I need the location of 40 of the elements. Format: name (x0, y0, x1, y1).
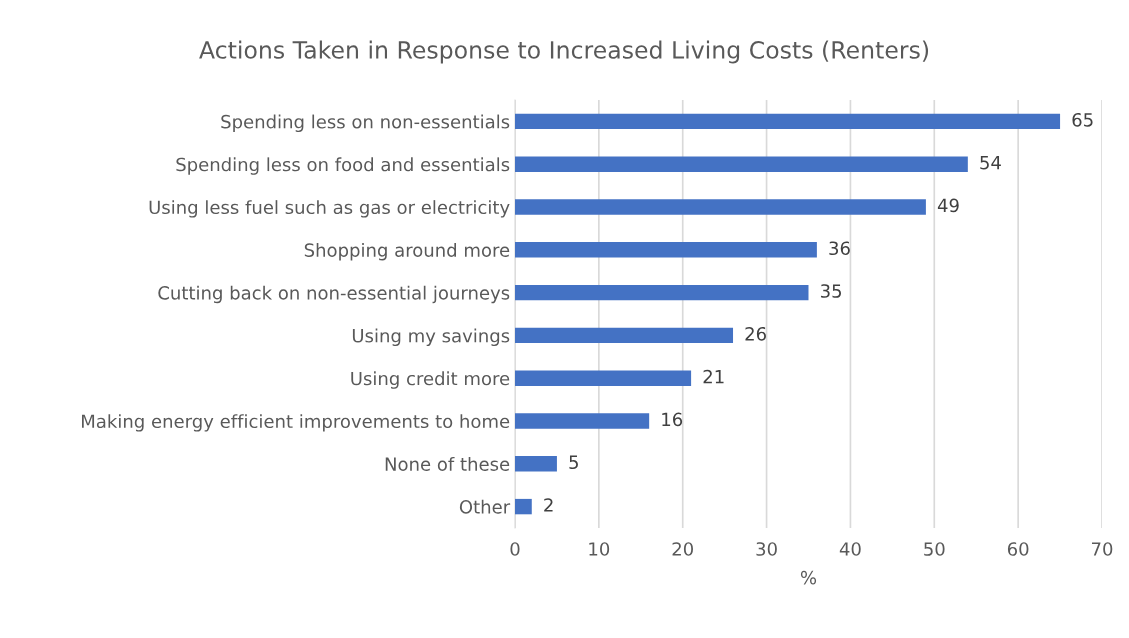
data-label: 2 (544, 498, 553, 512)
bar (515, 327, 734, 344)
y-tick-label: Spending less on food and essentials (176, 157, 510, 175)
y-tick-label: Making energy efficient improvements to home (82, 414, 510, 432)
y-tick-label: Using credit more (351, 371, 510, 389)
bar (515, 284, 809, 301)
data-label: 16 (662, 412, 683, 427)
bar (515, 413, 650, 429)
bar (515, 456, 557, 472)
x-tick-label: 50 (924, 542, 945, 556)
data-label: 36 (829, 241, 850, 256)
y-tick-label: Using my savings (352, 328, 510, 347)
x-tick-label: 70 (1091, 542, 1113, 556)
y-tick-label: Cutting back on non-essential journeys (158, 285, 510, 304)
bar (515, 156, 968, 172)
y-tick-label: None of these (385, 456, 510, 471)
x-tick-label: 0 (510, 542, 520, 556)
x-tick-label: 20 (672, 542, 693, 556)
data-label: 5 (569, 455, 578, 470)
bar (515, 242, 817, 258)
bar (515, 370, 692, 386)
x-tick-label: 10 (589, 542, 610, 556)
bar (515, 498, 532, 515)
x-axis-title: % (800, 570, 817, 585)
x-tick-label: 60 (1007, 542, 1029, 556)
data-label: 54 (980, 156, 1001, 170)
bar (515, 113, 1061, 130)
y-tick-label: Using less fuel such as gas or electricity (149, 200, 510, 218)
bar (515, 199, 926, 215)
data-label: 35 (820, 284, 842, 298)
data-label: 26 (745, 326, 766, 341)
data-label: 21 (703, 369, 724, 384)
y-tick-label: Shopping around more (304, 242, 510, 261)
chart-title: Actions Taken in Response to Increased Living Costs (Renters) (199, 40, 929, 64)
y-tick-label: Spending less on non-essentials (221, 114, 510, 133)
x-tick-label: 30 (756, 542, 777, 556)
data-label: 65 (1072, 112, 1093, 127)
x-tick-label: 40 (839, 542, 861, 556)
y-tick-label: Other (459, 499, 511, 514)
data-label: 49 (937, 198, 959, 213)
